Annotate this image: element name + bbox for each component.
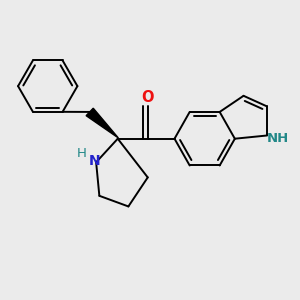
Polygon shape bbox=[86, 108, 118, 138]
Text: N: N bbox=[88, 154, 100, 168]
Text: O: O bbox=[141, 90, 154, 105]
Text: H: H bbox=[77, 147, 87, 160]
Text: NH: NH bbox=[267, 132, 289, 145]
